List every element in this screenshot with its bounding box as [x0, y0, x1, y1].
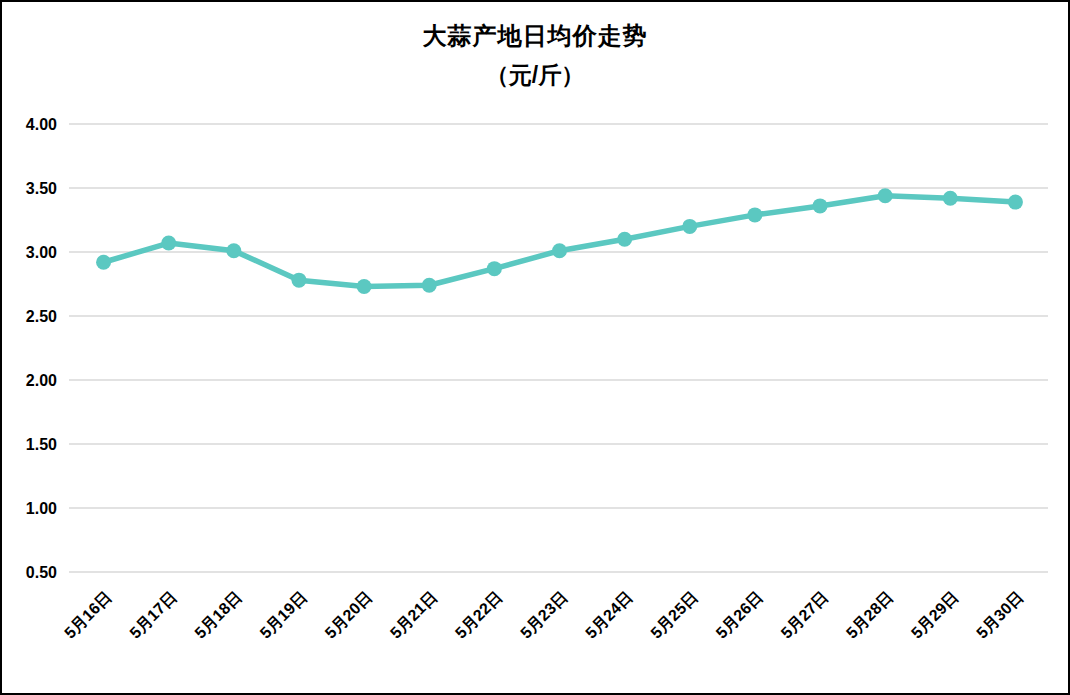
y-axis-tick-label: 3.00 [26, 244, 57, 261]
data-point-marker [226, 243, 241, 258]
data-point-marker [487, 261, 502, 276]
x-axis-tick-label: 5月25日 [647, 588, 701, 642]
x-axis-tick-label: 5月27日 [778, 588, 832, 642]
x-axis-tick-label: 5月16日 [61, 588, 115, 642]
x-axis-tick-label: 5月17日 [126, 588, 180, 642]
price-line-chart: 4.003.503.002.502.001.501.000.505月16日5月1… [2, 2, 1070, 695]
data-point-marker [682, 219, 697, 234]
data-point-marker [96, 255, 111, 270]
y-axis-tick-label: 4.00 [26, 116, 57, 133]
data-point-marker [1008, 195, 1023, 210]
data-point-marker [291, 273, 306, 288]
x-axis-tick-label: 5月30日 [973, 588, 1027, 642]
x-axis-tick-label: 5月28日 [843, 588, 897, 642]
price-line-series [104, 196, 1016, 287]
x-axis-tick-label: 5月20日 [322, 588, 376, 642]
x-axis-tick-label: 5月18日 [191, 588, 245, 642]
data-point-marker [617, 232, 632, 247]
data-point-marker [878, 188, 893, 203]
x-axis-tick-label: 5月23日 [517, 588, 571, 642]
data-point-marker [552, 243, 567, 258]
y-axis-tick-label: 1.00 [26, 500, 57, 517]
x-axis-tick-label: 5月26日 [712, 588, 766, 642]
data-point-marker [161, 236, 176, 251]
y-axis-tick-label: 3.50 [26, 180, 57, 197]
x-axis-tick-label: 5月24日 [582, 588, 636, 642]
y-axis-tick-label: 2.50 [26, 308, 57, 325]
x-axis-tick-label: 5月22日 [452, 588, 506, 642]
chart-frame: 大蒜产地日均价走势 （元/斤） 4.003.503.002.502.001.50… [0, 0, 1070, 695]
x-axis-tick-label: 5月29日 [908, 588, 962, 642]
y-axis-tick-label: 0.50 [26, 564, 57, 581]
data-point-marker [813, 198, 828, 213]
data-point-marker [747, 207, 762, 222]
y-axis-tick-label: 1.50 [26, 436, 57, 453]
data-point-marker [943, 191, 958, 206]
y-axis-tick-label: 2.00 [26, 372, 57, 389]
data-point-marker [357, 279, 372, 294]
data-point-marker [422, 278, 437, 293]
x-axis-tick-label: 5月21日 [387, 588, 441, 642]
x-axis-tick-label: 5月19日 [257, 588, 311, 642]
